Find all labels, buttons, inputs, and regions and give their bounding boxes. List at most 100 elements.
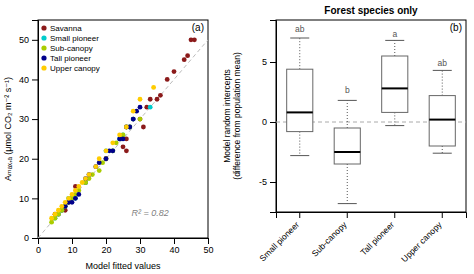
whisker-high [394,40,395,56]
x-tick: 0 [36,238,41,255]
legend-item: Savanna [41,24,82,33]
x-tick-mark [347,212,348,218]
scatter-point [104,156,109,161]
median [334,151,360,153]
plot-frame [38,20,208,238]
scatter-point [124,125,129,130]
x-tick-mark [72,238,73,244]
y-axis-title: Model random intercepts(difference from … [222,52,242,180]
scatter-point [138,117,143,122]
scatter-point [121,137,126,142]
x-tick-label: Sub-canopy [309,219,349,259]
x-tick-mark [38,238,39,244]
chart-svg: 0102030405001020304050Model fitted value… [0,0,474,274]
scatter-point [110,140,115,145]
scatter-point [66,196,71,201]
x-tick: Small pioneer [257,212,301,263]
panel-label: (b) [450,22,462,33]
plot-marks [276,38,466,204]
y-tick: 0 [262,117,276,127]
scatter-point [155,97,160,102]
legend: SavannaSmall pioneerSub-canopyTall pione… [41,24,99,73]
y-tick: 50 [19,35,38,45]
x-tick-mark [208,238,209,244]
y-tick: 30 [19,114,38,124]
whisker-high [299,38,300,69]
x-tick-mark [442,212,443,218]
y-tick-mark [32,119,38,120]
x-tick-label: 20 [101,245,111,255]
scatter-point [124,125,129,130]
scatter-point [138,117,143,122]
legend-marker [41,65,46,70]
scatter-point [151,85,156,90]
scatter-point [73,188,78,193]
panel-scatter: 0102030405001020304050Model fitted value… [3,20,214,271]
scatter-point [131,117,136,122]
y-tick: -5 [259,177,276,187]
x-tick-label: 30 [135,245,145,255]
median [382,87,408,89]
scatter-point [73,196,78,201]
y-tick: 5 [262,57,276,67]
scatter-point [131,117,136,122]
y-tick-label: 0 [262,117,267,127]
median [429,119,455,121]
x-tick-label: 50 [203,245,213,255]
legend-item: Tall pioneer [41,54,91,63]
y-tick-label: -5 [259,177,267,187]
scatter-point [66,196,71,201]
scatter-point [148,97,153,102]
scatter-point [185,53,190,58]
whisker-low [347,164,348,204]
scatter-point [182,57,187,62]
scatter-point [53,212,58,217]
y-tick-label: 30 [19,114,29,124]
x-tick: 40 [169,238,179,255]
legend-marker [41,25,46,30]
y-tick: 0 [24,233,38,243]
box [429,96,455,146]
x-tick-label: 40 [169,245,179,255]
x-tick: 10 [67,238,77,255]
x-tick: 20 [101,238,111,255]
panel-box: -5 0 5 Small pioneerSub-canopyTall pioneerU… [222,5,467,264]
y-tick-label: 0 [24,233,29,243]
scatter-point [131,109,136,114]
legend-marker [41,55,46,60]
legend-item: Sub-canopy [41,44,92,53]
y-axis: 01020304050 [19,21,39,244]
x-tick: Tall pioneer [358,212,396,257]
y-axis: -5 0 5 [259,21,277,213]
legend-marker [41,45,46,50]
x-axis: 0 10 20 30 40 50 [36,238,214,255]
y-tick-mark [32,198,38,199]
y-tick-label: 50 [19,35,29,45]
legend-label: Savanna [50,24,82,33]
scatter-point [93,164,98,169]
scatter-point [87,172,92,177]
scatter-point [97,156,102,161]
scatter-point [53,212,58,217]
scatter-point [121,144,126,149]
scatter-point [63,200,68,205]
y-tick-mark [32,238,38,239]
scatter-point [70,200,75,205]
plot-frame [276,20,466,212]
scatter-point [76,184,81,189]
y-tick-mark [270,122,276,123]
x-tick: Sub-canopy [309,212,349,259]
x-tick-mark [106,238,107,244]
whisker-cap-low [290,155,309,156]
y-axis-title-line: Model random intercepts [222,69,232,163]
scatter-point [80,180,85,185]
x-tick-label: Small pioneer [257,219,301,263]
y-tick: 40 [19,75,38,85]
x-tick: Upper canopy [399,212,444,264]
scatter-point [192,37,197,42]
y-tick-label: 20 [19,154,29,164]
x-axis-line [39,239,209,245]
whisker-cap-high [338,100,357,101]
chart-container: 0102030405001020304050Model fitted value… [0,0,474,274]
scatter-point [49,216,54,221]
